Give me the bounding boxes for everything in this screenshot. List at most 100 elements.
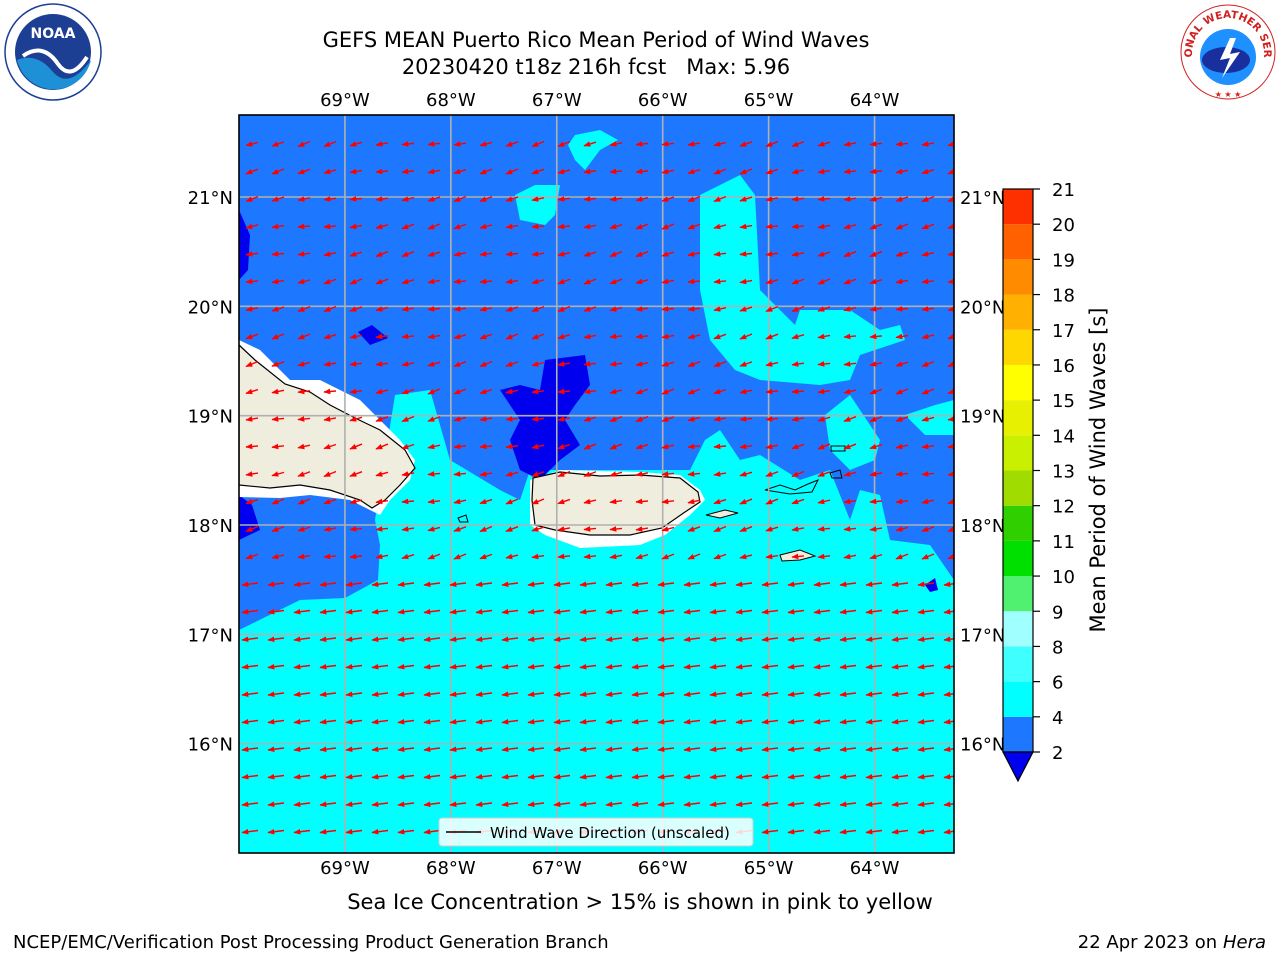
lat-label-left: 18°N <box>188 516 233 537</box>
colorbar-segment <box>1003 646 1033 682</box>
colorbar-tick-label: 18 <box>1052 286 1075 307</box>
wind-arrow <box>557 251 571 257</box>
wind-arrow <box>553 581 571 587</box>
wind-arrow <box>839 636 857 642</box>
wind-arrow <box>241 581 259 587</box>
wind-arrow <box>943 746 954 752</box>
wind-arrow <box>345 801 363 807</box>
wind-arrow <box>527 581 545 587</box>
wind-arrow <box>297 223 311 230</box>
wind-arrow <box>817 168 831 175</box>
wind-arrow <box>709 608 727 615</box>
wind-arrow <box>761 608 779 615</box>
wind-arrow <box>531 140 545 148</box>
wind-arrow <box>687 388 701 395</box>
wind-arrow <box>453 251 467 257</box>
wind-arrow <box>947 168 954 175</box>
wind-arrow <box>427 443 441 450</box>
wind-arrow <box>709 801 727 807</box>
wind-arrow <box>687 223 701 230</box>
wind-arrow <box>501 691 519 697</box>
wind-arrow <box>791 361 805 367</box>
wind-arrow <box>683 663 701 670</box>
wind-arrow <box>843 141 857 147</box>
wind-arrow <box>947 141 954 147</box>
wind-arrow <box>895 306 909 312</box>
wind-arrow <box>895 471 909 477</box>
wind-arrow <box>635 250 649 258</box>
wind-arrow <box>813 636 831 642</box>
wind-arrow <box>553 608 571 615</box>
wind-arrow <box>817 443 831 450</box>
wind-arrow <box>869 223 883 230</box>
wind-arrow <box>501 581 519 587</box>
wind-arrow <box>765 251 779 257</box>
wind-arrow <box>843 196 857 202</box>
wind-arrow <box>791 305 805 313</box>
wind-arrow <box>323 416 337 422</box>
wind-arrow <box>319 746 337 752</box>
wind-arrow <box>245 251 259 257</box>
wind-arrow <box>557 168 571 175</box>
wind-arrow <box>683 691 701 697</box>
wind-arrow <box>917 663 935 670</box>
wind-arrow <box>713 333 727 340</box>
wind-arrow <box>375 553 389 560</box>
wind-arrow <box>947 471 954 477</box>
wind-arrow <box>505 278 519 285</box>
wind-arrow <box>345 746 363 752</box>
wind-arrow <box>297 140 311 148</box>
wind-arrow <box>917 608 935 615</box>
wind-arrow <box>839 801 857 807</box>
wind-arrow <box>791 470 805 478</box>
wind-arrow <box>657 718 675 725</box>
wind-arrow <box>319 773 337 780</box>
wind-arrow <box>605 718 623 725</box>
wind-arrow <box>605 636 623 642</box>
wind-arrow <box>501 663 519 670</box>
wind-arrow <box>479 443 493 450</box>
map-frame <box>238 114 955 854</box>
lon-label-top: 69°W <box>320 90 370 111</box>
wind-arrow <box>947 388 954 395</box>
wind-arrow <box>739 416 753 422</box>
wind-arrow <box>869 415 883 423</box>
wind-arrow <box>475 746 493 752</box>
wind-arrow <box>293 691 311 697</box>
wind-arrow <box>787 746 805 752</box>
wind-arrow <box>947 306 954 312</box>
wind-arrow <box>635 415 649 423</box>
wind-arrow <box>271 553 285 560</box>
wind-arrow <box>293 718 311 725</box>
wind-arrow <box>241 828 259 835</box>
wind-arrow <box>427 471 441 477</box>
wind-arrow <box>557 196 571 202</box>
wind-arrow <box>635 471 649 477</box>
wind-arrow <box>943 773 954 780</box>
wind-arrow <box>271 141 285 147</box>
wind-arrow <box>839 746 857 752</box>
wind-arrow <box>245 443 259 450</box>
wind-arrow <box>921 168 935 175</box>
lat-label-left: 21°N <box>188 188 233 209</box>
lon-label-top: 65°W <box>744 90 794 111</box>
wind-arrow <box>323 278 337 285</box>
wind-arrow <box>423 691 441 697</box>
wind-arrow <box>661 251 675 257</box>
wind-wave-direction-arrows <box>241 140 954 835</box>
wind-arrow <box>475 581 493 587</box>
wind-arrow <box>635 168 649 175</box>
wind-arrow <box>479 498 493 505</box>
wind-arrow <box>401 498 415 505</box>
wind-arrow <box>657 636 675 642</box>
wind-arrow <box>869 471 883 477</box>
wind-arrow <box>839 828 857 835</box>
wind-arrow <box>583 526 597 532</box>
wind-arrow <box>869 250 883 258</box>
wind-arrow <box>921 443 935 450</box>
wind-arrow <box>843 361 857 367</box>
noaa-logo-text: NOAA <box>31 26 76 42</box>
wind-arrow <box>553 636 571 642</box>
wind-arrow <box>323 168 337 175</box>
wind-arrow <box>349 141 363 147</box>
